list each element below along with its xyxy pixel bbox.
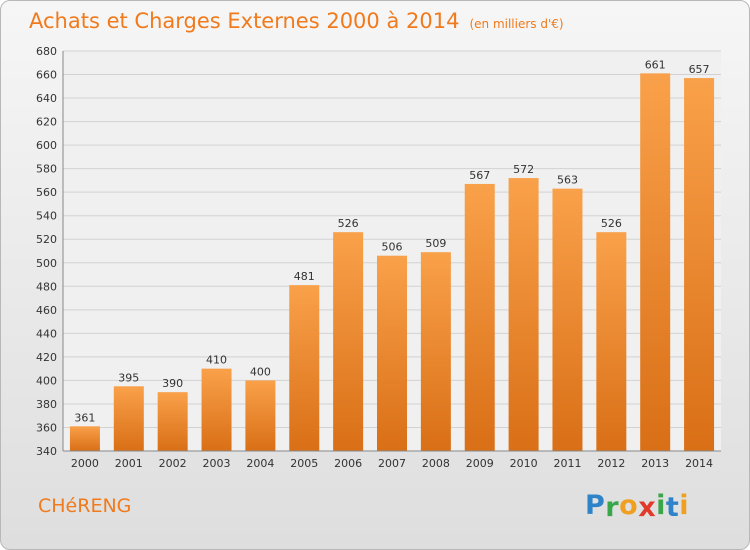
x-tick-label-2004: 2004 [246,457,274,470]
bar-2011 [552,188,583,451]
y-tick-label: 400 [36,374,57,387]
y-tick-label: 480 [36,280,57,293]
y-tick-label: 380 [36,398,57,411]
bar-2008 [420,252,451,451]
y-tick-label: 660 [36,69,57,82]
bar-2013 [640,73,671,452]
x-tick-label-2013: 2013 [641,457,669,470]
logo-letter: P [585,490,606,521]
x-tick-label-2012: 2012 [597,457,625,470]
y-tick-label: 680 [36,45,57,58]
y-tick-label: 420 [36,351,57,364]
x-tick-label-2011: 2011 [553,457,581,470]
logo-letter: x [638,492,657,523]
bar-2010 [508,178,539,451]
value-label-2005: 481 [294,270,315,283]
value-label-2007: 506 [382,241,403,254]
bar-2005 [289,285,320,451]
value-label-2014: 657 [689,63,710,76]
x-tick-label-2008: 2008 [422,457,450,470]
y-tick-label: 540 [36,210,57,223]
value-label-2002: 390 [162,377,183,390]
bar-2004 [245,380,276,451]
value-label-2013: 661 [645,58,666,71]
chart-title-block: Achats et Charges Externes 2000 à 2014 (e… [29,9,564,33]
bar-2007 [377,255,407,451]
x-tick-label-2009: 2009 [466,457,494,470]
y-tick-label: 600 [36,139,57,152]
chart-title: Achats et Charges Externes 2000 à 2014 [29,9,460,33]
y-tick-label: 440 [36,327,57,340]
logo-letter: i [656,490,666,521]
value-label-2008: 509 [425,237,446,250]
logo-letter: o [619,490,639,521]
x-tick-label-2005: 2005 [290,457,318,470]
value-label-2009: 567 [469,169,490,182]
value-label-2003: 410 [206,354,227,367]
bar-2001 [113,386,144,451]
logo-letter: r [605,492,620,523]
x-tick-label-2006: 2006 [334,457,362,470]
y-tick-label: 520 [36,233,57,246]
chart-subtitle: (en milliers d'€) [469,17,564,31]
logo-letter: t [665,492,680,523]
y-tick-label: 360 [36,421,57,434]
y-tick-label: 560 [36,186,57,199]
y-tick-label: 640 [36,92,57,105]
value-label-2000: 361 [74,411,95,424]
logo-letter: i [679,490,690,521]
bar-2009 [464,183,495,452]
proxiti-logo: Proxiti [585,490,690,523]
x-tick-label-2000: 2000 [71,457,99,470]
y-tick-label: 620 [36,116,57,129]
value-label-2010: 572 [513,163,534,176]
y-tick-label: 500 [36,257,57,270]
x-tick-label-2001: 2001 [115,457,143,470]
bar-2014 [684,78,715,451]
x-tick-label-2002: 2002 [159,457,187,470]
bar-2006 [333,232,364,451]
value-label-2001: 395 [118,371,139,384]
value-label-2006: 526 [338,217,359,230]
y-tick-label: 580 [36,163,57,176]
x-tick-label-2014: 2014 [685,457,713,470]
bar-2012 [596,232,627,451]
y-tick-label: 340 [36,445,57,458]
bar-2000 [69,426,100,451]
value-label-2012: 526 [601,217,622,230]
y-tick-label: 460 [36,304,57,317]
bar-2002 [157,392,188,451]
x-tick-label-2010: 2010 [510,457,538,470]
city-name: CHéRENG [38,495,132,517]
bar-2003 [201,368,232,451]
value-label-2004: 400 [250,365,271,378]
value-label-2011: 563 [557,174,578,187]
x-tick-label-2007: 2007 [378,457,406,470]
x-tick-label-2003: 2003 [203,457,231,470]
